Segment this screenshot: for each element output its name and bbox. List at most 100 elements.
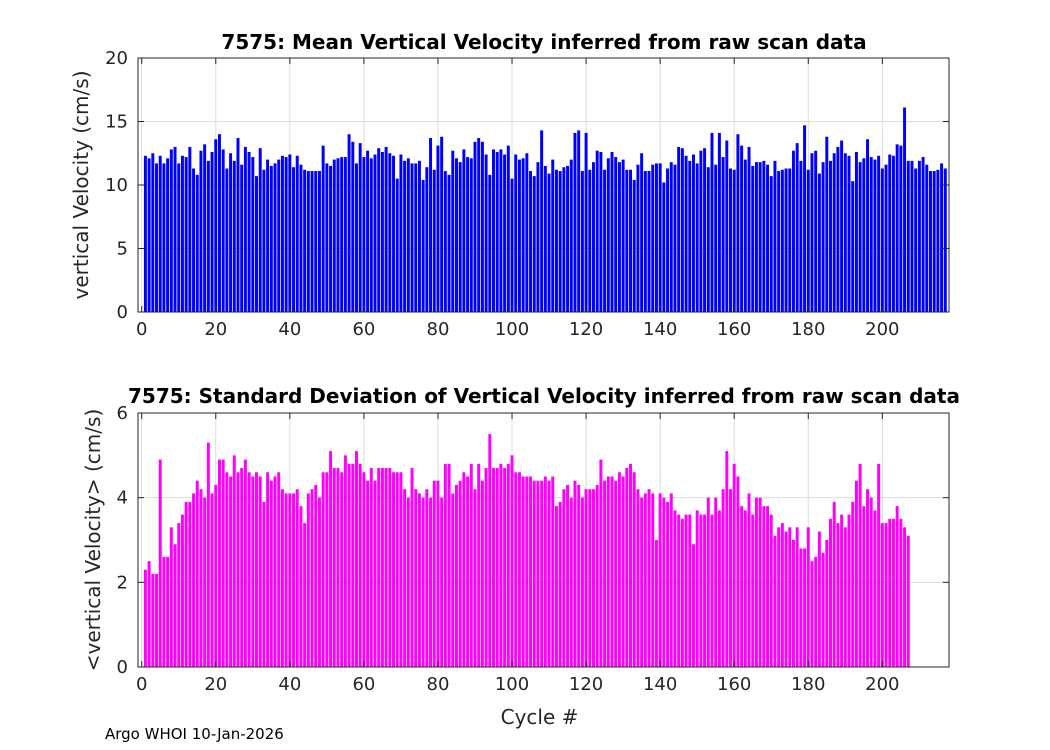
bar xyxy=(821,552,825,667)
bar xyxy=(899,145,903,312)
bar xyxy=(751,165,755,312)
bar xyxy=(606,476,610,667)
bar xyxy=(295,155,299,312)
bar xyxy=(429,497,433,667)
bar xyxy=(891,518,895,667)
bar xyxy=(343,157,347,312)
bar xyxy=(180,155,184,312)
bar xyxy=(332,468,336,667)
y-tick-label: 10 xyxy=(105,175,128,196)
bar xyxy=(758,162,762,312)
bar xyxy=(921,157,925,312)
x-tick-label: 60 xyxy=(352,319,375,340)
bar xyxy=(810,561,814,667)
bar xyxy=(780,523,784,667)
bar xyxy=(547,173,551,312)
bar xyxy=(847,155,851,312)
bar xyxy=(210,493,214,667)
bar xyxy=(599,151,603,312)
bar xyxy=(151,153,155,312)
bar xyxy=(680,518,684,667)
bar xyxy=(158,459,162,667)
bar xyxy=(310,171,314,312)
bar xyxy=(525,153,529,312)
bar xyxy=(877,463,881,667)
bar xyxy=(173,544,177,667)
bar xyxy=(884,164,888,312)
bar xyxy=(425,167,429,312)
bar xyxy=(229,153,233,312)
std-velocity-frame xyxy=(137,412,950,668)
bar xyxy=(814,150,818,312)
bar xyxy=(654,540,658,667)
bar xyxy=(662,182,666,312)
x-tick-label: 80 xyxy=(427,319,450,340)
bar xyxy=(858,463,862,667)
bar xyxy=(514,472,518,667)
bar xyxy=(414,489,418,667)
bar xyxy=(566,484,570,667)
bar xyxy=(469,158,473,312)
bar xyxy=(843,527,847,667)
bar xyxy=(936,169,940,312)
x-tick-label: 160 xyxy=(717,674,751,695)
bar xyxy=(599,459,603,667)
bar xyxy=(832,501,836,667)
bar xyxy=(369,158,373,312)
bar xyxy=(173,146,177,312)
bar xyxy=(225,472,229,667)
bar xyxy=(410,468,414,667)
bar xyxy=(617,162,621,312)
bar xyxy=(184,501,188,667)
bar xyxy=(829,518,832,667)
bar xyxy=(751,514,755,667)
bar xyxy=(355,451,358,667)
bar xyxy=(625,468,629,667)
bar xyxy=(510,455,514,667)
bar xyxy=(184,157,188,312)
bar xyxy=(292,493,296,667)
bar xyxy=(162,556,166,667)
bar xyxy=(406,497,410,667)
bar xyxy=(536,162,540,312)
bar xyxy=(336,158,340,312)
x-tick-label: 40 xyxy=(278,674,301,695)
bar xyxy=(880,168,884,312)
bar xyxy=(399,154,403,312)
bar xyxy=(592,162,595,312)
bar xyxy=(691,544,695,667)
bar xyxy=(403,160,407,312)
footer-credit: Argo WHOI 10-Jan-2026 xyxy=(105,725,284,743)
bar xyxy=(510,178,514,312)
bar xyxy=(621,476,625,667)
bar xyxy=(366,480,370,667)
bar xyxy=(266,159,270,312)
bar xyxy=(484,154,488,312)
bar xyxy=(343,455,347,667)
bar xyxy=(729,489,732,667)
bar xyxy=(714,497,718,667)
bar xyxy=(888,154,892,312)
bar xyxy=(325,472,329,667)
bar xyxy=(195,174,199,312)
bar xyxy=(217,134,221,312)
bar xyxy=(403,489,407,667)
bar xyxy=(577,130,581,312)
bar xyxy=(714,164,718,312)
bar xyxy=(873,510,877,667)
bar xyxy=(392,472,396,667)
bar xyxy=(836,146,840,312)
bar xyxy=(355,163,358,312)
bar xyxy=(888,518,892,667)
y-tick-label: 20 xyxy=(105,48,128,69)
bar xyxy=(706,167,710,312)
bar xyxy=(384,146,388,312)
bar xyxy=(273,163,277,312)
bar xyxy=(817,531,821,667)
bar xyxy=(669,162,673,312)
y-tick-label: 4 xyxy=(117,488,128,509)
bar xyxy=(421,497,425,667)
bar xyxy=(484,468,488,667)
bar xyxy=(410,163,414,312)
bar xyxy=(858,162,862,312)
